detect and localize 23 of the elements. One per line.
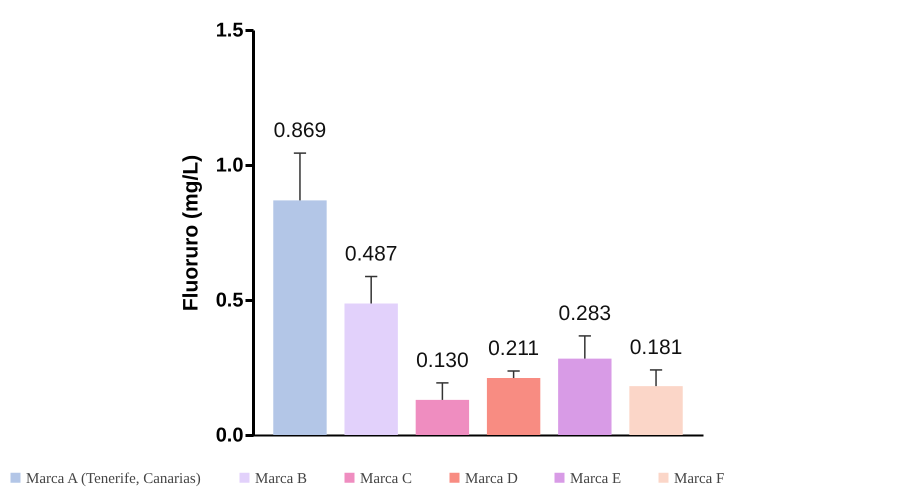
data-label: 0.211	[488, 337, 540, 360]
data-label: 0.130	[416, 348, 469, 372]
bar	[416, 400, 470, 435]
bar	[273, 200, 327, 435]
legend-label: Marca E	[570, 470, 622, 487]
bar	[629, 386, 683, 435]
legend-label: Marca F	[674, 470, 724, 487]
bar	[558, 358, 612, 435]
y-tick-label: 1.5	[216, 20, 244, 42]
legend-label: Marca D	[465, 470, 518, 487]
legend-label: Marca C	[360, 470, 412, 487]
bar	[344, 304, 398, 435]
y-tick-label: 1.0	[216, 154, 244, 176]
y-tick-label: 0.5	[216, 290, 244, 312]
data-label: 0.869	[274, 119, 326, 142]
data-label: 0.487	[344, 242, 398, 266]
bar	[486, 378, 540, 435]
y-tick-label: 0.0	[216, 424, 244, 446]
data-label: 0.283	[558, 302, 612, 325]
legend-label: Marca A (Tenerife, Canarias)	[26, 470, 201, 487]
data-label: 0.181	[630, 336, 682, 359]
legend-label: Marca B	[255, 470, 308, 487]
y-axis-title: Fluoruro (mg/L)	[180, 154, 203, 312]
